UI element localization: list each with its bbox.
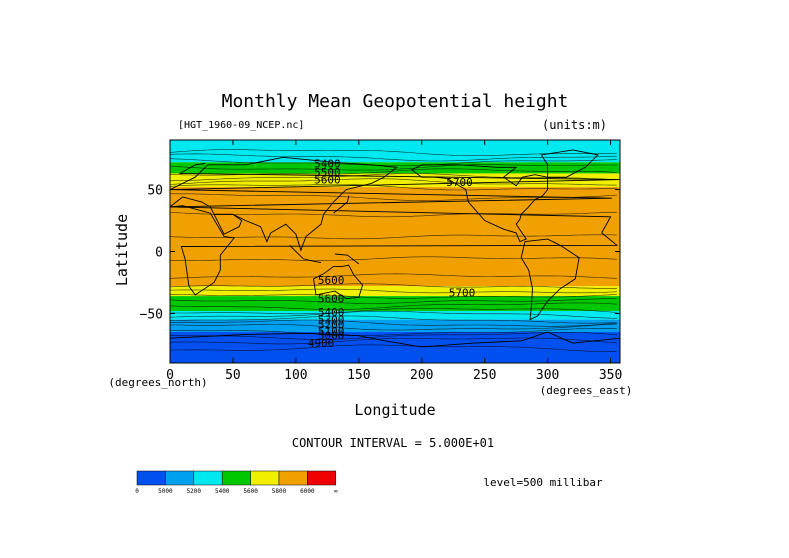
coastline — [213, 213, 243, 235]
contour-line — [169, 328, 617, 336]
contour-label: 5400 — [314, 158, 341, 171]
x-tick-label: 50 — [225, 368, 241, 383]
contour-line — [169, 173, 617, 182]
contour-line — [169, 319, 617, 327]
level-text: level=500 millibar — [483, 476, 603, 489]
contour-label: 5600 — [318, 274, 345, 287]
contour-line — [169, 184, 617, 191]
coastline — [169, 205, 619, 296]
band-4 — [170, 286, 620, 297]
contour-lines — [169, 149, 617, 352]
colorbar-swatch — [165, 470, 195, 486]
y-tick-label: 0 — [155, 246, 163, 261]
colorbar-label: ∞ — [334, 488, 338, 495]
x-tick-label: 200 — [410, 368, 433, 383]
x-axis-ticks: 0 50 100 150 200 250 300 350 — [166, 140, 622, 383]
coastline — [169, 331, 621, 348]
coastline — [410, 164, 549, 243]
contour-line — [169, 323, 617, 331]
contour-line — [169, 256, 617, 261]
band-5 — [170, 296, 620, 311]
colorbar-swatch — [307, 470, 337, 486]
coastline — [540, 149, 599, 178]
x-tick-label: 300 — [536, 368, 559, 383]
coastline — [520, 238, 580, 321]
colorbar-swatch — [193, 470, 223, 486]
units-label: (units:m) — [542, 118, 607, 132]
colorbar-label: 0 — [135, 488, 139, 495]
contour-interval-text: CONTOUR INTERVAL = 5.000E+01 — [292, 436, 494, 450]
coastline — [333, 195, 350, 214]
contour-line — [169, 332, 617, 340]
x-axis-label: Longitude — [354, 401, 435, 419]
y-tick-label: −50 — [140, 307, 163, 322]
coastline — [313, 264, 364, 300]
contour-label: 5600 — [314, 174, 341, 187]
contour-line — [169, 211, 617, 218]
contour-line — [169, 302, 617, 310]
contour-line — [169, 344, 617, 352]
contour-label: 5500 — [314, 166, 341, 179]
coastline — [169, 163, 621, 191]
colorbar-swatch — [250, 470, 280, 486]
contour-line — [169, 298, 617, 304]
plot-area — [170, 140, 620, 363]
coastline — [289, 244, 322, 264]
contour-line — [169, 158, 617, 167]
contour-line — [169, 149, 617, 156]
colorbar-swatch — [136, 470, 166, 486]
contour-label: 5100 — [318, 325, 345, 338]
colorbar-swatch — [221, 470, 251, 486]
x-units-label: (degrees_east) — [540, 384, 633, 397]
x-tick-label: 350 — [599, 368, 622, 383]
contour-label: 5000 — [318, 330, 345, 343]
contour-label: 5200 — [318, 319, 345, 332]
contour-line — [169, 178, 617, 186]
colorbar: 0 5000 5200 5400 5600 5800 6000 ∞ — [135, 470, 338, 495]
colorbar-label: 5200 — [187, 488, 202, 495]
y-axis-label: Latitude — [113, 214, 131, 286]
contour-label: 5700 — [449, 286, 476, 299]
x-tick-label: 0 — [166, 368, 174, 383]
colorbar-swatch — [278, 470, 308, 486]
band-1 — [170, 162, 620, 174]
contour-label: 5700 — [446, 176, 473, 189]
contour-line — [169, 315, 617, 324]
contour-line — [169, 273, 617, 279]
contour-line — [169, 234, 617, 240]
colorbar-label: 5800 — [272, 488, 287, 495]
band-6 — [170, 310, 620, 320]
colorbar-label: 5400 — [215, 488, 230, 495]
coastlines — [169, 149, 621, 348]
coastline — [334, 253, 360, 265]
x-tick-label: 150 — [347, 368, 370, 383]
x-tick-label: 250 — [473, 368, 496, 383]
colorbar-label: 6000 — [300, 488, 315, 495]
y-axis-ticks: 50 0 −50 — [140, 184, 620, 322]
contour-label: 5600 — [318, 293, 345, 306]
y-tick-label: 50 — [147, 184, 163, 199]
colorbar-label: 5000 — [158, 488, 173, 495]
contour-label: 5400 — [318, 306, 345, 319]
contour-line — [169, 337, 617, 345]
colorbar-label: 5600 — [243, 488, 258, 495]
contour-line — [169, 288, 617, 294]
y-units-label: (degrees_north) — [108, 376, 207, 389]
file-label: [HGT_1960-09_NCEP.nc] — [178, 120, 304, 131]
chart-title: Monthly Mean Geopotential height — [222, 91, 569, 112]
contour-label: 5300 — [318, 314, 345, 327]
contour-label: 4900 — [308, 337, 335, 350]
contour-line — [169, 310, 617, 319]
x-tick-label: 100 — [284, 368, 307, 383]
contour-line — [169, 294, 617, 299]
band-3 — [170, 187, 620, 287]
contour-line — [169, 283, 617, 289]
band-8 — [170, 332, 620, 363]
contour-line — [170, 193, 617, 201]
band-0 — [170, 140, 620, 163]
